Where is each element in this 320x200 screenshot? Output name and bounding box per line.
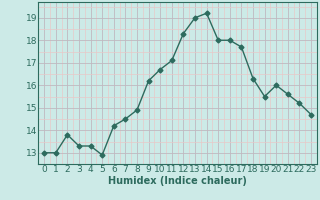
X-axis label: Humidex (Indice chaleur): Humidex (Indice chaleur) bbox=[108, 176, 247, 186]
